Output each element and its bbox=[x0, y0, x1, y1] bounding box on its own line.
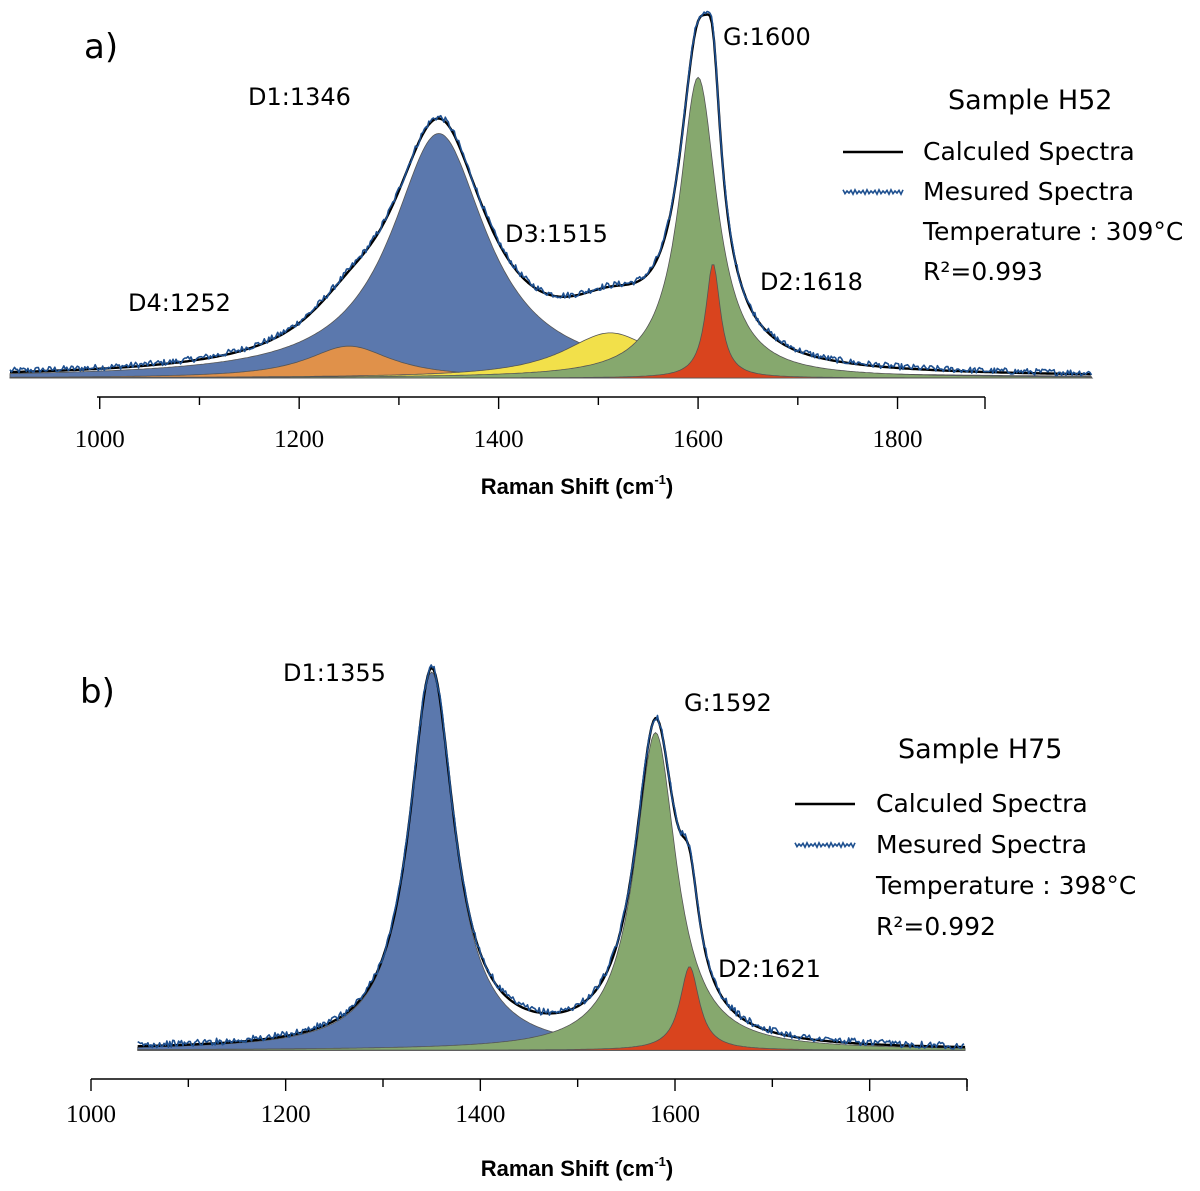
legend-entry-calculated: Calculed Spectra bbox=[923, 137, 1135, 166]
panel-b-calculated-spectrum bbox=[137, 666, 966, 1049]
panel-b-letter: b) bbox=[80, 672, 115, 712]
panel-a-fitted-bands bbox=[9, 76, 1094, 379]
peak-label-d2: D2:1618 bbox=[760, 268, 863, 296]
legend-note: R²=0.992 bbox=[876, 912, 996, 941]
panel-a-peak-labels: D1:1346 D4:1252 D3:1515 G:1600 D2:1618 bbox=[128, 23, 863, 317]
legend-title: Sample H52 bbox=[948, 85, 1112, 116]
panel-a-measured-spectrum bbox=[9, 10, 1093, 377]
band-d2 bbox=[10, 264, 1093, 379]
peak-label-d3: D3:1515 bbox=[505, 220, 608, 248]
band-g bbox=[9, 76, 1093, 379]
panel-b-fitted-bands bbox=[137, 671, 966, 1051]
panel-a-x-axis-label: Raman Shift (cm-1) bbox=[481, 472, 673, 499]
x-tick-label: 1600 bbox=[673, 426, 723, 453]
x-tick-label: 1600 bbox=[650, 1101, 700, 1128]
peak-label-d2: D2:1621 bbox=[718, 955, 821, 983]
peak-label-g: G:1592 bbox=[684, 689, 772, 717]
x-tick-label: 1800 bbox=[845, 1101, 895, 1128]
panel-b-x-axis-label: Raman Shift (cm-1) bbox=[481, 1154, 673, 1181]
legend-measured-swatch bbox=[842, 187, 904, 197]
x-tick-label: 1200 bbox=[274, 426, 324, 453]
legend-entry-calculated: Calculed Spectra bbox=[876, 789, 1088, 818]
panel-b-legend: Sample H75 Calculed Spectra Mesured Spectr… bbox=[794, 734, 1136, 941]
band-d1 bbox=[9, 133, 1093, 379]
peak-label-d4: D4:1252 bbox=[128, 289, 231, 317]
panel-a-letter: a) bbox=[84, 27, 118, 67]
panel-b-x-axis: 1000 1200 1400 1600 1800 bbox=[66, 1078, 968, 1128]
panel-a: 1000 1200 1400 1600 1800 Raman Shift (cm-1) … bbox=[9, 10, 1183, 499]
legend-entry-measured: Mesured Spectra bbox=[923, 177, 1134, 206]
band-d2 bbox=[137, 966, 966, 1051]
panel-a-x-tick-labels: 1000 1200 1400 1600 1800 bbox=[75, 426, 923, 453]
band-d1 bbox=[137, 671, 966, 1051]
legend-note: R²=0.993 bbox=[923, 257, 1043, 286]
legend-note: Temperature : 398°C bbox=[875, 871, 1136, 900]
panel-b-x-ticks bbox=[90, 1079, 968, 1091]
panel-b-x-tick-labels: 1000 1200 1400 1600 1800 bbox=[66, 1101, 895, 1128]
x-tick-label: 1000 bbox=[66, 1101, 116, 1128]
panel-a-x-axis: 1000 1200 1400 1600 1800 bbox=[75, 396, 986, 453]
x-tick-label: 1000 bbox=[75, 426, 125, 453]
legend-entry-measured: Mesured Spectra bbox=[876, 830, 1087, 859]
panel-a-legend: Sample H52 Calculed Spectra Mesured Spectr… bbox=[842, 85, 1183, 286]
peak-label-d1: D1:1346 bbox=[248, 83, 351, 111]
x-tick-label: 1200 bbox=[261, 1101, 311, 1128]
x-tick-label: 1400 bbox=[455, 1101, 505, 1128]
peak-label-d1: D1:1355 bbox=[283, 659, 386, 687]
x-tick-label: 1400 bbox=[474, 426, 524, 453]
legend-note: Temperature : 309°C bbox=[922, 217, 1183, 246]
peak-label-g: G:1600 bbox=[723, 23, 811, 51]
panel-a-x-ticks bbox=[99, 397, 986, 409]
band-g bbox=[137, 731, 966, 1051]
legend-title: Sample H75 bbox=[898, 734, 1062, 765]
x-tick-label: 1800 bbox=[873, 426, 923, 453]
panel-b: 1000 1200 1400 1600 1800 Raman Shift (cm-1) … bbox=[66, 659, 1136, 1181]
panel-b-measured-spectrum bbox=[137, 664, 965, 1050]
panel-b-peak-labels: D1:1355 G:1592 D2:1621 bbox=[283, 659, 821, 983]
legend-measured-swatch bbox=[794, 840, 856, 850]
